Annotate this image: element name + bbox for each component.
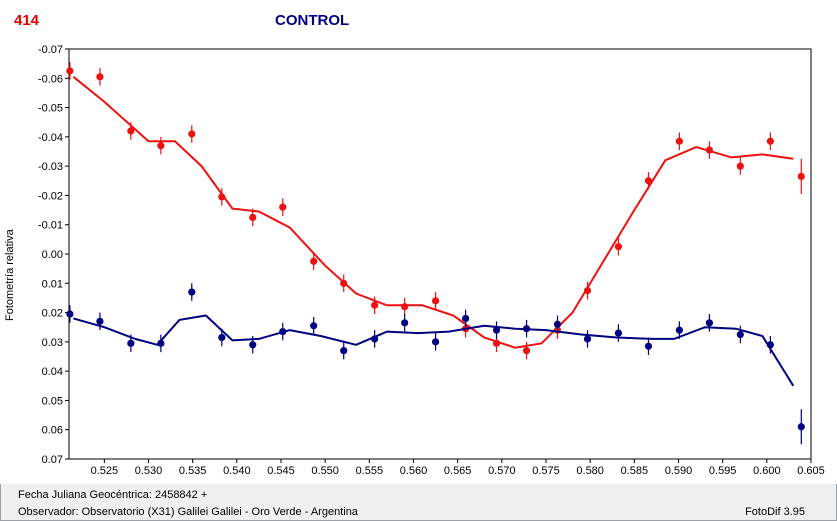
data-point: [614, 329, 623, 337]
observer-label: Observador: Observatorio (X31) Galilei G…: [18, 506, 358, 518]
data-point: [279, 203, 287, 211]
x-tick-label: 0.600: [753, 465, 781, 477]
data-point: [705, 319, 714, 327]
data-point: [96, 73, 104, 81]
data-point: [188, 288, 196, 296]
y-tick-label: 0.03: [42, 337, 63, 349]
series-layer: [66, 62, 805, 445]
data-point: [736, 330, 744, 339]
data-point: [249, 341, 257, 349]
y-tick-label: 0.02: [42, 308, 63, 320]
y-tick-label: 0.04: [42, 366, 63, 378]
data-point: [797, 423, 805, 431]
data-point: [644, 177, 653, 185]
data-point: [766, 341, 774, 349]
data-point: [492, 339, 501, 347]
data-point: [127, 127, 135, 135]
y-tick-label: 0.07: [42, 454, 63, 466]
y-tick-label: -0.03: [38, 161, 63, 173]
data-point: [157, 339, 165, 347]
data-point: [279, 328, 287, 336]
x-tick-label: 0.530: [135, 465, 163, 477]
data-point: [310, 322, 318, 330]
data-point: [371, 335, 379, 343]
data-point: [492, 326, 501, 334]
y-tick-label: -0.06: [38, 73, 63, 85]
data-point: [157, 142, 165, 150]
data-point: [66, 310, 74, 318]
x-tick-label: 0.580: [576, 465, 604, 477]
data-point: [310, 257, 318, 265]
data-point: [66, 67, 74, 75]
data-point: [583, 335, 592, 343]
data-point: [127, 339, 135, 347]
object-id-label: 414: [14, 12, 40, 29]
data-point: [675, 137, 683, 145]
y-tick-label: -0.07: [38, 44, 63, 56]
y-tick-label: -0.04: [38, 132, 63, 144]
data-point: [522, 325, 531, 333]
data-point: [431, 338, 440, 346]
data-point: [766, 137, 774, 145]
data-point: [218, 333, 226, 342]
data-point: [249, 213, 257, 221]
chart-title: CONTROL: [275, 12, 350, 29]
x-tick-label: 0.535: [179, 465, 207, 477]
version-label: FotoDif 3.95: [745, 506, 805, 518]
plot-area: [68, 48, 812, 460]
x-tick-label: 0.595: [709, 465, 737, 477]
series-1: [66, 283, 805, 445]
data-point: [462, 314, 470, 323]
data-point: [431, 297, 440, 305]
data-point: [96, 317, 104, 325]
data-point: [553, 320, 562, 328]
data-point: [797, 172, 805, 180]
data-point: [401, 303, 409, 311]
x-tick-label: 0.545: [267, 465, 295, 477]
y-tick-label: -0.01: [38, 220, 63, 232]
x-tick-label: 0.565: [444, 465, 472, 477]
x-tick-label: 0.555: [356, 465, 384, 477]
fit-line-0: [72, 76, 794, 349]
y-tick-label: 0.05: [42, 395, 63, 407]
axis-layer: 0.525 0.530 0.535 0.540 0.545 0.550 0.555 0.560…: [38, 44, 825, 477]
chart-svg: 0.525 0.530 0.535 0.540 0.545 0.550 0.555 0.560…: [38, 44, 825, 477]
data-point: [218, 193, 226, 201]
x-tick-label: 0.585: [621, 465, 649, 477]
series-0: [66, 62, 805, 360]
data-point: [675, 326, 683, 334]
x-tick-label: 0.575: [532, 465, 560, 477]
data-point: [371, 301, 379, 309]
julian-date-label: Fecha Juliana Geocéntrica: 2458842 +: [18, 489, 208, 501]
data-point: [522, 347, 531, 355]
data-point: [644, 342, 653, 350]
data-point: [188, 130, 196, 138]
data-point: [614, 243, 623, 251]
y-tick-label: -0.02: [38, 190, 63, 202]
y-tick-label: 0.06: [42, 425, 63, 437]
fit-line-1: [73, 314, 795, 387]
data-point: [583, 287, 592, 295]
data-point: [736, 162, 744, 170]
x-tick-label: 0.605: [797, 465, 825, 477]
y-tick-label: 0.00: [42, 249, 63, 261]
x-tick-label: 0.570: [488, 465, 516, 477]
data-point: [340, 279, 348, 287]
x-tick-label: 0.525: [91, 465, 119, 477]
x-tick-label: 0.560: [400, 465, 428, 477]
data-point: [340, 347, 348, 355]
y-tick-label: -0.05: [38, 103, 63, 115]
data-point: [401, 319, 409, 327]
x-tick-label: 0.540: [223, 465, 251, 477]
x-tick-label: 0.590: [665, 465, 693, 477]
data-point: [705, 146, 714, 154]
y-tick-label: 0.01: [42, 278, 63, 290]
x-tick-label: 0.550: [311, 465, 339, 477]
